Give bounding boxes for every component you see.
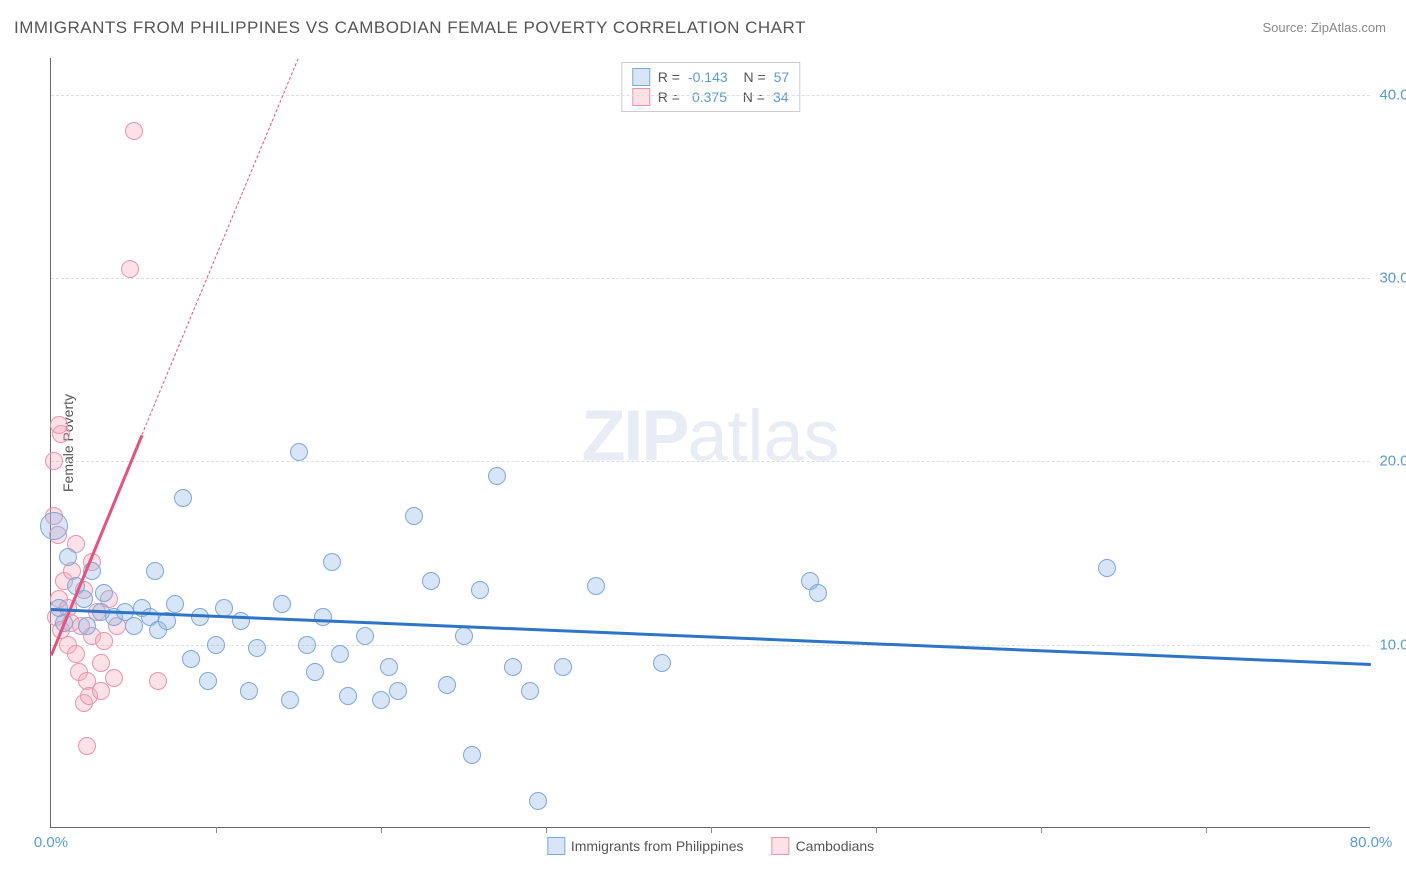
- watermark: ZIPatlas: [581, 395, 839, 477]
- y-tick-label: 40.0%: [1379, 86, 1406, 103]
- y-tick-label: 20.0%: [1379, 453, 1406, 470]
- x-tick-label: 80.0%: [1350, 834, 1393, 851]
- x-tick-label: 0.0%: [34, 834, 68, 851]
- data-point-philippines: [273, 595, 291, 613]
- data-point-philippines: [95, 584, 113, 602]
- x-tick-mark: [1041, 827, 1042, 833]
- chart-container: IMMIGRANTS FROM PHILIPPINES VS CAMBODIAN…: [0, 0, 1406, 892]
- swatch-cambodians: [772, 837, 790, 855]
- series-legend: Immigrants from Philippines Cambodians: [547, 837, 874, 855]
- legend-row: R = -0.143 N = 57: [632, 67, 789, 87]
- legend-item: Immigrants from Philippines: [547, 837, 744, 855]
- data-point-philippines: [166, 595, 184, 613]
- data-point-philippines: [191, 608, 209, 626]
- data-point-philippines: [146, 562, 164, 580]
- data-point-philippines: [182, 650, 200, 668]
- data-point-philippines: [529, 792, 547, 810]
- x-tick-mark: [1206, 827, 1207, 833]
- data-point-philippines: [281, 691, 299, 709]
- data-point-philippines: [504, 658, 522, 676]
- chart-title: IMMIGRANTS FROM PHILIPPINES VS CAMBODIAN…: [14, 18, 806, 38]
- data-point-philippines: [232, 612, 250, 630]
- data-point-cambodians: [45, 452, 63, 470]
- data-point-philippines: [207, 636, 225, 654]
- gridline: [51, 278, 1370, 279]
- data-point-philippines: [809, 584, 827, 602]
- data-point-cambodians: [105, 669, 123, 687]
- data-point-cambodians: [50, 416, 68, 434]
- swatch-cambodians: [632, 88, 650, 106]
- correlation-legend: R = -0.143 N = 57 R = 0.375 N = 34: [621, 62, 800, 112]
- data-point-philippines: [290, 443, 308, 461]
- x-tick-mark: [216, 827, 217, 833]
- legend-row: R = 0.375 N = 34: [632, 87, 789, 107]
- data-point-philippines: [405, 507, 423, 525]
- data-point-philippines: [587, 577, 605, 595]
- data-point-philippines: [455, 627, 473, 645]
- data-point-cambodians: [125, 122, 143, 140]
- x-tick-mark: [546, 827, 547, 833]
- data-point-philippines: [463, 746, 481, 764]
- data-point-philippines: [372, 691, 390, 709]
- data-point-philippines: [59, 548, 77, 566]
- gridline: [51, 95, 1370, 96]
- data-point-philippines: [78, 617, 96, 635]
- data-point-cambodians: [78, 737, 96, 755]
- data-point-philippines: [356, 627, 374, 645]
- data-point-philippines: [422, 572, 440, 590]
- data-point-philippines: [438, 676, 456, 694]
- trend-line: [141, 58, 298, 434]
- data-point-philippines: [199, 672, 217, 690]
- data-point-philippines: [298, 636, 316, 654]
- data-point-philippines: [471, 581, 489, 599]
- data-point-philippines: [331, 645, 349, 663]
- data-point-philippines: [380, 658, 398, 676]
- plot-area: Female Poverty ZIPatlas R = -0.143 N = 5…: [50, 58, 1370, 828]
- data-point-philippines: [40, 512, 68, 540]
- data-point-philippines: [125, 617, 143, 635]
- data-point-philippines: [339, 687, 357, 705]
- data-point-philippines: [240, 682, 258, 700]
- data-point-philippines: [1098, 559, 1116, 577]
- data-point-cambodians: [95, 632, 113, 650]
- data-point-philippines: [306, 663, 324, 681]
- data-point-philippines: [554, 658, 572, 676]
- x-tick-mark: [876, 827, 877, 833]
- x-tick-mark: [711, 827, 712, 833]
- data-point-philippines: [248, 639, 266, 657]
- data-point-cambodians: [149, 672, 167, 690]
- data-point-philippines: [323, 553, 341, 571]
- data-point-cambodians: [92, 654, 110, 672]
- data-point-philippines: [488, 467, 506, 485]
- data-point-cambodians: [67, 645, 85, 663]
- data-point-philippines: [389, 682, 407, 700]
- x-tick-mark: [381, 827, 382, 833]
- y-tick-label: 30.0%: [1379, 270, 1406, 287]
- y-tick-label: 10.0%: [1379, 636, 1406, 653]
- swatch-philippines: [632, 68, 650, 86]
- gridline: [51, 461, 1370, 462]
- legend-item: Cambodians: [772, 837, 875, 855]
- trend-line: [51, 608, 1371, 665]
- source-label: Source: ZipAtlas.com: [1262, 20, 1386, 35]
- data-point-philippines: [314, 608, 332, 626]
- data-point-philippines: [521, 682, 539, 700]
- swatch-philippines: [547, 837, 565, 855]
- data-point-philippines: [174, 489, 192, 507]
- data-point-cambodians: [121, 260, 139, 278]
- data-point-philippines: [653, 654, 671, 672]
